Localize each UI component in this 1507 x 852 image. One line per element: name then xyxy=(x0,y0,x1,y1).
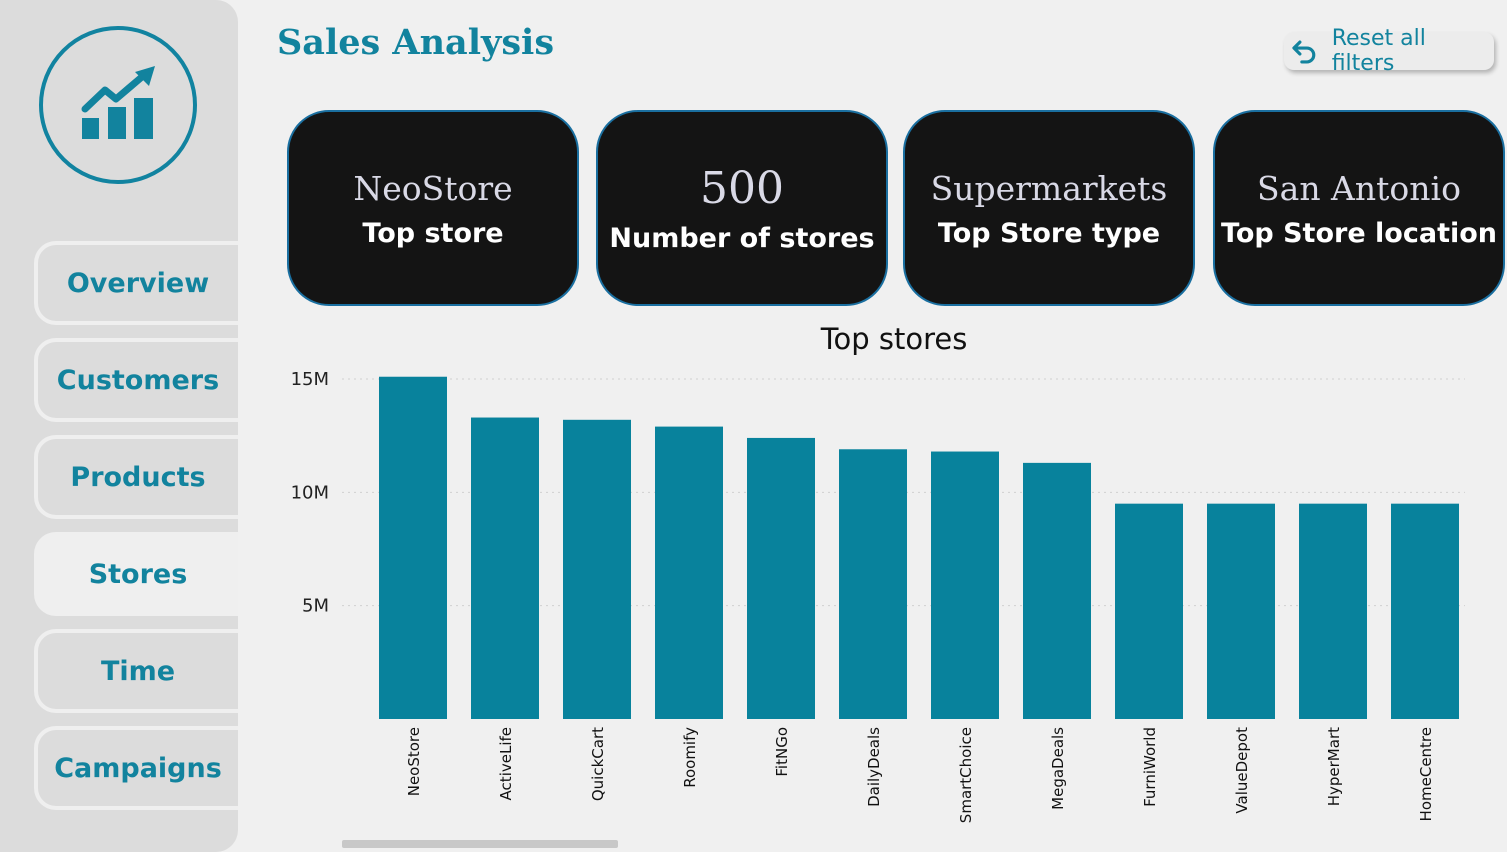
sidebar: Overview Customers Products Stores Time Campa… xyxy=(0,0,238,852)
kpi-label: Top Store location xyxy=(1221,217,1497,249)
x-tick-label: Roomify xyxy=(681,727,699,788)
bar-activelife[interactable] xyxy=(471,417,539,719)
x-tick-label: FitNGo xyxy=(773,727,791,777)
growth-chart-icon xyxy=(81,66,155,139)
bar-fitngo[interactable] xyxy=(747,437,815,719)
bar-megadeals[interactable] xyxy=(1023,462,1091,719)
y-tick-label: 5M xyxy=(302,596,329,617)
x-tick-label: ValueDepot xyxy=(1233,727,1251,814)
logo xyxy=(39,26,197,184)
undo-arrow-icon xyxy=(1292,40,1316,64)
kpi-label: Top Store type xyxy=(937,217,1161,249)
page-title: Sales Analysis xyxy=(277,22,555,63)
x-tick-label: HyperMart xyxy=(1325,727,1343,806)
chart-title: Top stores xyxy=(820,322,968,356)
bar-dailydeals[interactable] xyxy=(839,449,907,719)
kpi-card-number-of-stores: 500 Number of stores xyxy=(596,110,888,306)
top-stores-bar-chart: 5M 10M 15M NeoStore ActiveLife QuickCart Roomi… xyxy=(291,369,1465,823)
x-tick-label: SmartChoice xyxy=(957,727,975,823)
reset-filters-button[interactable]: Reset all filters xyxy=(1284,26,1494,76)
reset-filters-label: Reset all filters xyxy=(1331,26,1426,76)
kpi-value: San Antonio xyxy=(1257,168,1461,208)
x-tick-label: FurniWorld xyxy=(1141,727,1159,807)
nav-button-stores[interactable]: Stores xyxy=(34,532,238,616)
kpi-card-top-store-location: San Antonio Top Store location xyxy=(1213,110,1505,306)
bar-valuedepot[interactable] xyxy=(1207,503,1275,719)
bar-roomify[interactable] xyxy=(655,426,723,719)
bar-neostore[interactable] xyxy=(379,376,447,719)
kpi-value: NeoStore xyxy=(353,168,513,208)
bar-furniworld[interactable] xyxy=(1115,503,1183,719)
kpi-card-top-store-type: Supermarkets Top Store type xyxy=(903,110,1195,306)
kpi-label: Top store xyxy=(362,217,504,249)
bar-smartchoice[interactable] xyxy=(931,451,999,719)
x-tick-label: MegaDeals xyxy=(1049,727,1067,810)
bar-quickcart[interactable] xyxy=(563,419,631,719)
x-tick-label: HomeCentre xyxy=(1417,727,1435,821)
kpi-label: Number of stores xyxy=(609,222,875,254)
y-tick-label: 10M xyxy=(291,482,329,503)
x-tick-label: DailyDeals xyxy=(865,727,883,807)
x-tick-label: ActiveLife xyxy=(497,727,515,800)
kpi-value: 500 xyxy=(700,162,784,214)
nav-button-products[interactable]: Products xyxy=(34,435,238,519)
x-tick-label: NeoStore xyxy=(405,727,423,796)
kpi-card-top-store: NeoStore Top store xyxy=(287,110,579,306)
x-tick-label: QuickCart xyxy=(589,727,607,801)
chart-scrollbar[interactable] xyxy=(342,840,618,848)
bar-hypermart[interactable] xyxy=(1299,503,1367,719)
nav-button-time[interactable]: Time xyxy=(34,629,238,713)
kpi-value: Supermarkets xyxy=(930,168,1168,208)
nav-button-overview[interactable]: Overview xyxy=(34,241,238,325)
nav-button-campaigns[interactable]: Campaigns xyxy=(34,726,238,810)
nav-button-customers[interactable]: Customers xyxy=(34,338,238,422)
y-tick-label: 15M xyxy=(291,369,329,390)
bar-homecentre[interactable] xyxy=(1391,503,1459,719)
